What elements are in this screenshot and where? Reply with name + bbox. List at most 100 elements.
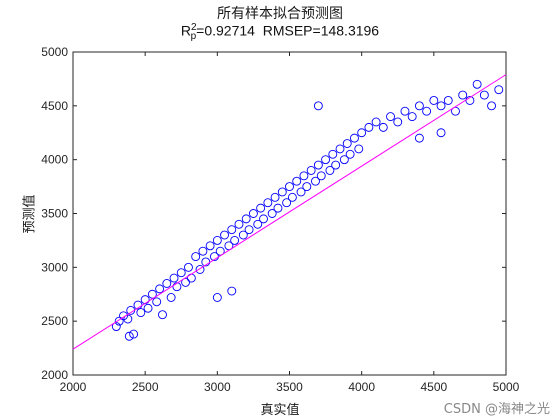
r-label: R [180, 22, 192, 39]
data-point [357, 128, 367, 138]
data-point [414, 133, 424, 143]
data-point [143, 303, 153, 313]
data-point [487, 101, 497, 111]
data-point [273, 203, 283, 213]
r-superscript: 2 [191, 22, 197, 33]
axis-ticks: 2000 2500 3000 3500 4000 4500 5000 2000 2500 3000… [41, 45, 519, 394]
data-point [282, 198, 292, 208]
data-point [166, 293, 176, 302]
data-point [215, 246, 225, 256]
y-tick-label: 4000 [41, 153, 68, 167]
x-tick-label: 4000 [348, 380, 375, 394]
data-point [191, 252, 201, 262]
data-point [386, 112, 395, 122]
x-tick-label: 5000 [493, 380, 520, 394]
watermark: CSDN @海神之光 [443, 402, 550, 417]
data-point [494, 85, 504, 95]
data-point [220, 230, 230, 240]
data-point [212, 235, 222, 245]
data-point [316, 171, 326, 181]
data-point [331, 160, 341, 170]
data-point [311, 176, 320, 186]
data-point [328, 149, 338, 159]
y-tick-label: 4500 [41, 99, 68, 113]
rmsep-value: RMSEP=148.3196 [262, 22, 380, 39]
chart-title: 所有样本拟合预测图 [217, 6, 343, 22]
data-point [195, 265, 205, 274]
chart-subtitle: R2p=0.92714 RMSEP=148.3196 [0, 22, 560, 42]
data-point [378, 122, 388, 132]
data-point [479, 90, 489, 100]
data-point [472, 79, 482, 89]
data-point [238, 230, 248, 240]
data-point [169, 273, 179, 283]
data-point [241, 214, 251, 224]
data-point [205, 241, 215, 251]
data-point [111, 322, 121, 331]
data-point [227, 286, 237, 296]
data-point [443, 95, 453, 105]
data-point [335, 144, 345, 154]
fit-line [72, 74, 507, 350]
data-point [350, 133, 359, 143]
data-point [230, 235, 240, 245]
x-tick-label: 2500 [132, 380, 159, 394]
data-point [302, 182, 312, 192]
data-point [342, 139, 352, 148]
data-point [181, 277, 191, 287]
data-point [299, 171, 309, 181]
data-point [325, 165, 335, 175]
data-point [354, 144, 364, 154]
y-axis-label: 预测值 [22, 194, 38, 234]
data-point [364, 122, 374, 132]
data-point [136, 308, 146, 318]
x-tick-label: 3500 [276, 380, 303, 394]
data-point [296, 187, 306, 197]
data-point [227, 225, 237, 235]
data-point [270, 192, 280, 202]
y-tick-label: 3000 [41, 260, 68, 274]
data-point [339, 155, 349, 165]
data-point [162, 279, 172, 288]
data-point [313, 101, 323, 111]
data-point [436, 101, 446, 111]
y-tick-label: 2500 [41, 314, 68, 328]
data-point [393, 117, 403, 127]
data-point [212, 293, 222, 302]
plot-area [72, 51, 507, 376]
data-point [285, 182, 294, 192]
data-point [114, 316, 124, 326]
data-point [253, 219, 263, 229]
r-subscript: p [190, 31, 197, 43]
data-point [321, 155, 331, 165]
data-point [436, 128, 446, 138]
data-point [248, 209, 258, 218]
y-tick-label: 2000 [41, 368, 68, 382]
data-point [124, 331, 134, 341]
data-point [371, 117, 381, 127]
data-point [458, 90, 468, 100]
data-point [234, 219, 244, 229]
data-point [267, 209, 277, 218]
data-point [155, 284, 165, 294]
data-point [407, 112, 417, 122]
data-point [259, 214, 268, 224]
data-point [176, 268, 186, 278]
y-tick-label: 5000 [41, 45, 68, 59]
y-tick-label: 3500 [41, 207, 68, 221]
data-point [263, 198, 273, 208]
x-tick-label: 3000 [204, 380, 231, 394]
data-point [400, 106, 410, 116]
data-point [129, 329, 139, 339]
x-tick-label: 4500 [420, 380, 447, 394]
data-point [277, 187, 287, 197]
data-point [422, 106, 432, 116]
data-point [198, 246, 208, 256]
scatter-points [111, 79, 504, 341]
data-point [414, 101, 424, 111]
data-point [184, 262, 193, 272]
data-point [287, 192, 297, 202]
data-point [306, 165, 316, 175]
r-value: =0.92714 [196, 22, 255, 39]
data-point [152, 297, 162, 307]
